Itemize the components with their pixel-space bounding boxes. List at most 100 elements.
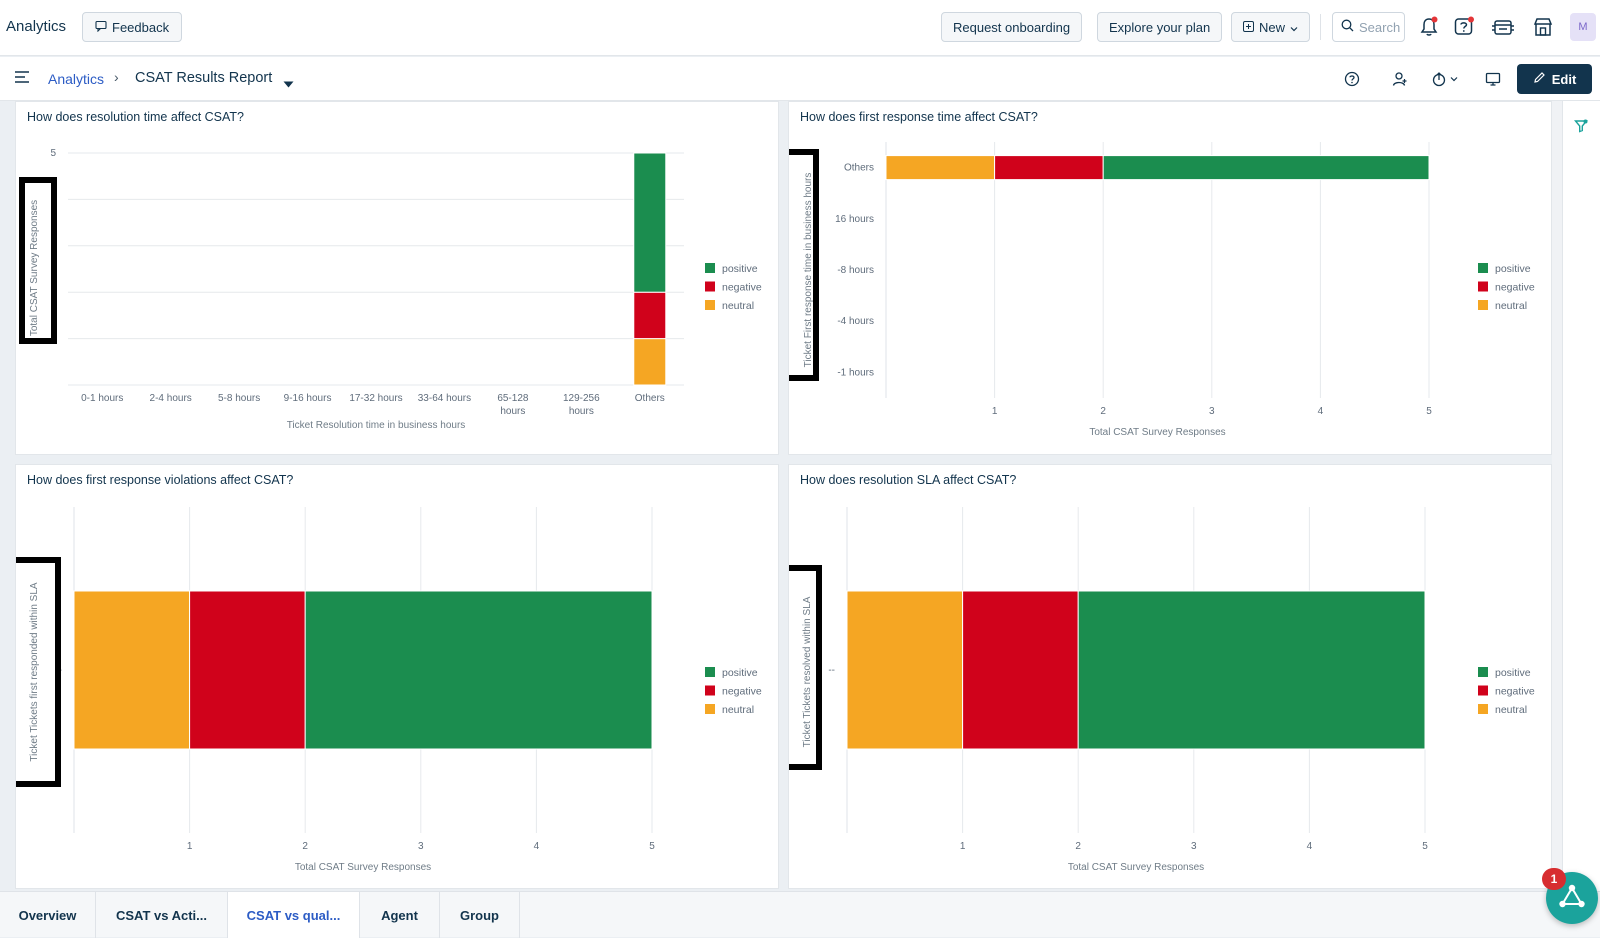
x-tick-label: 17-32 hours <box>349 393 402 404</box>
tab-agent[interactable]: Agent <box>360 892 440 938</box>
x-tick-label: 1 <box>992 406 998 417</box>
legend-label-positive: positive <box>722 667 758 679</box>
x-axis-title: Total CSAT Survey Responses <box>1089 427 1225 438</box>
switcher-apps-icon[interactable] <box>1490 14 1516 40</box>
x-tick-label: hours <box>500 406 525 417</box>
feedback-icon <box>95 20 107 35</box>
x-tick-label: 4 <box>1318 406 1324 417</box>
breadcrumb-analytics-link[interactable]: Analytics <box>48 71 105 87</box>
y-tick-label: -1 hours <box>837 367 874 378</box>
legend-swatch-neutral <box>705 704 715 714</box>
legend-swatch-positive <box>1478 263 1488 273</box>
notifications-bell-icon[interactable] <box>1416 14 1442 40</box>
legend-label-positive: positive <box>1495 263 1531 275</box>
bar-segment-positive <box>1102 155 1430 181</box>
chart-panel-resolution-time: How does resolution time affect CSAT? 5 0… <box>15 101 779 455</box>
help-circle-icon[interactable] <box>1341 68 1363 90</box>
chart-title: How does resolution SLA affect CSAT? <box>800 473 1017 487</box>
search-icon <box>1341 19 1354 35</box>
x-tick-label: 3 <box>1209 406 1215 417</box>
report-tabs: Overview CSAT vs Acti... CSAT vs qual...… <box>0 891 1600 938</box>
y-axis-title: Ticket First response time in business h… <box>803 173 814 368</box>
first-response-violations-chart: 1 2 3 4 5--Total CSAT Survey ResponsesTicket… <box>16 507 762 873</box>
plus-square-icon <box>1243 20 1254 35</box>
resolution-time-chart: 5 0-1 hours 2-4 hours 5-8 hours 9-16 hours 17… <box>19 148 762 431</box>
legend-label-negative: negative <box>722 686 762 698</box>
legend-label-positive: positive <box>1495 667 1531 679</box>
bar-segment-neutral <box>885 155 996 181</box>
page-title: CSAT Results Report <box>135 70 273 86</box>
search-placeholder: Search <box>1359 19 1401 35</box>
legend-label-neutral: neutral <box>722 704 754 716</box>
chart-title: How does resolution time affect CSAT? <box>27 110 244 124</box>
breadcrumb-separator: › <box>114 69 119 85</box>
x-tick-label: 5 <box>649 841 655 852</box>
legend-swatch-neutral <box>1478 704 1488 714</box>
share-user-icon[interactable] <box>1389 68 1411 90</box>
filter-icon[interactable] <box>1573 119 1589 138</box>
legend-swatch-positive <box>705 667 715 677</box>
legend-swatch-negative <box>705 281 715 292</box>
first-response-time-chart: 1 2 3 4 5 Others 16 hours -8 hours -4 hours -1 ho… <box>789 142 1535 438</box>
y-tick-label: -4 hours <box>837 316 874 327</box>
legend-label-negative: negative <box>1495 686 1535 698</box>
x-tick-label: 0-1 hours <box>81 393 123 404</box>
top-header: Analytics Feedback Request onboarding Ex… <box>0 0 1600 56</box>
annotation-highlight-box <box>16 557 61 787</box>
chart-panel-first-response-violations: How does first response violations affec… <box>15 464 779 889</box>
x-axis-title: Ticket Resolution time in business hours <box>287 420 466 431</box>
legend-swatch-negative <box>705 685 715 696</box>
x-tick-label: 9-16 hours <box>284 393 332 404</box>
request-onboarding-button[interactable]: Request onboarding <box>941 12 1083 42</box>
x-tick-label: 2 <box>302 841 308 852</box>
legend-swatch-positive <box>1478 667 1488 677</box>
bar-segment-neutral <box>633 338 667 386</box>
x-tick-label: 2 <box>1100 406 1106 417</box>
annotation-highlight-box <box>789 149 819 381</box>
new-button[interactable]: New <box>1231 12 1311 42</box>
legend-label-positive: positive <box>722 263 758 275</box>
report-header: Analytics › CSAT Results Report Edit <box>0 57 1600 101</box>
annotation-highlight-box <box>789 565 822 770</box>
legend-swatch-neutral <box>1478 300 1488 310</box>
assistant-notification-badge: 1 <box>1542 868 1566 890</box>
x-tick-label: 1 <box>960 841 966 852</box>
bar-segment-positive <box>1077 590 1426 750</box>
x-tick-label: 5-8 hours <box>218 393 260 404</box>
y-tick-label: -- <box>828 665 835 676</box>
bar-segment-negative <box>189 590 306 750</box>
x-tick-label: Others <box>635 393 665 404</box>
x-tick-label: 33-64 hours <box>418 393 471 404</box>
feedback-button[interactable]: Feedback <box>82 12 183 42</box>
assistant-launcher-icon <box>1558 883 1586 914</box>
content-scrollbar[interactable] <box>1552 101 1562 891</box>
edit-button[interactable]: Edit <box>1517 64 1592 94</box>
y-axis-title: Ticket Tickets resolved within SLA <box>802 596 813 747</box>
x-tick-label: 5 <box>1422 841 1428 852</box>
explore-plan-button[interactable]: Explore your plan <box>1097 12 1223 42</box>
bar-segment-positive <box>304 590 653 750</box>
bar-segment-positive <box>633 152 667 293</box>
tab-overview[interactable]: Overview <box>0 892 96 938</box>
tab-csat-vs-activity[interactable]: CSAT vs Acti... <box>96 892 228 938</box>
legend-swatch-positive <box>705 263 715 273</box>
y-tick-label: Others <box>844 163 874 174</box>
report-dropdown-caret-icon[interactable] <box>283 75 294 93</box>
help-question-icon[interactable] <box>1451 14 1477 40</box>
menu-hamburger-icon[interactable] <box>14 70 30 89</box>
export-dropdown-icon[interactable] <box>1428 68 1464 90</box>
bar-segment-negative <box>994 155 1104 181</box>
tab-csat-vs-quality[interactable]: CSAT vs qual... <box>228 892 360 938</box>
legend-label-neutral: neutral <box>1495 704 1527 716</box>
search-input[interactable]: Search <box>1332 12 1405 42</box>
legend-swatch-neutral <box>705 300 715 310</box>
present-monitor-icon[interactable] <box>1482 68 1504 90</box>
chart-panel-first-response-time: How does first response time affect CSAT… <box>788 101 1552 455</box>
right-rail <box>1562 101 1600 891</box>
resolution-sla-chart: 1 2 3 4 5 -- Total CSAT Survey Responses Ticket… <box>789 507 1535 873</box>
x-tick-label: hours <box>569 406 594 417</box>
tab-group[interactable]: Group <box>440 892 520 938</box>
avatar[interactable]: M <box>1570 13 1596 41</box>
bar-segment-negative <box>962 590 1079 750</box>
marketplace-store-icon[interactable] <box>1530 14 1556 40</box>
